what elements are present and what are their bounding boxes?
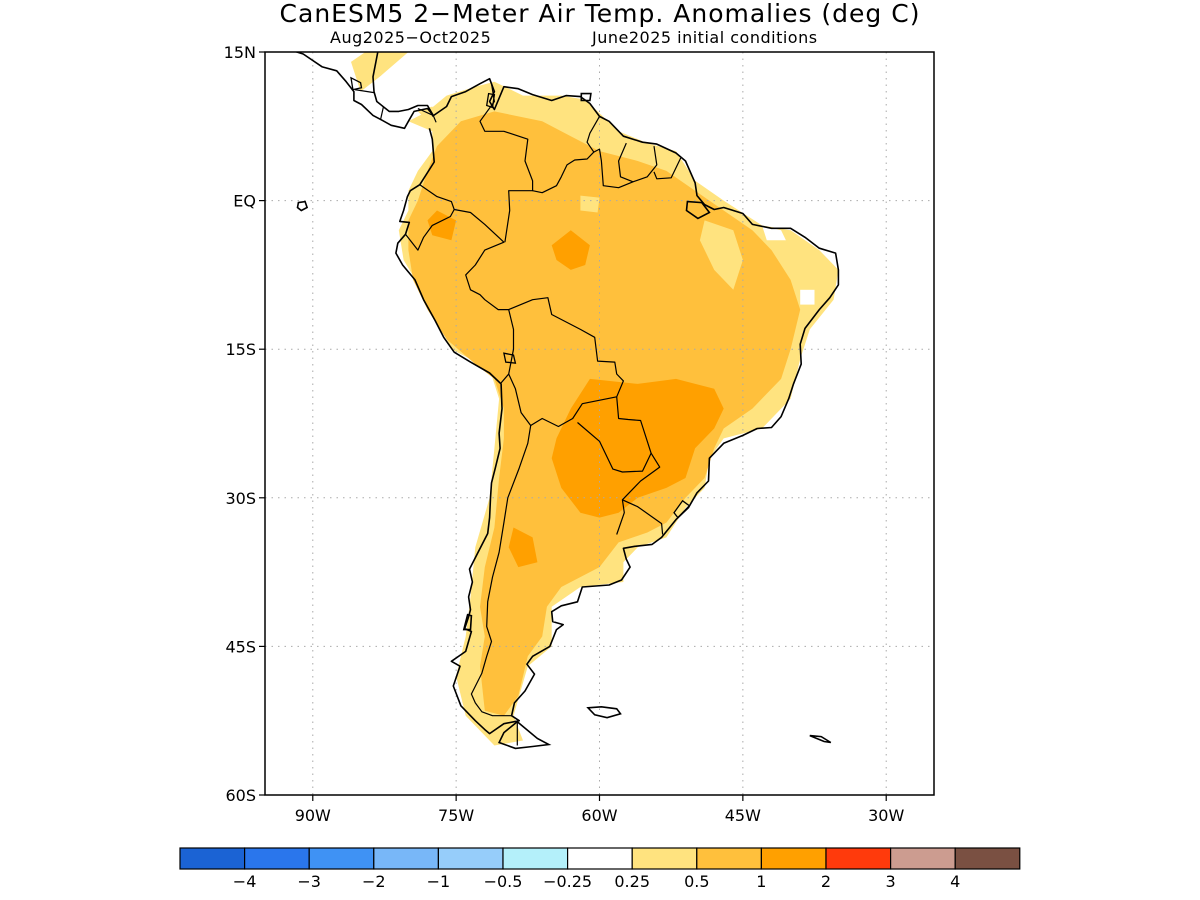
anomaly-region-4: [427, 210, 457, 241]
lat-tick-label: EQ: [233, 192, 256, 211]
country-border: [577, 396, 652, 473]
colorbar-swatch: [502, 847, 569, 870]
colorbar-label: 3: [886, 872, 896, 891]
colorbar-label: −0.25: [543, 872, 592, 891]
colorbar-label: −4: [233, 872, 257, 891]
country-border: [454, 208, 515, 384]
colorbar-label: 1: [756, 872, 766, 891]
lat-tick-label: 30S: [225, 489, 256, 508]
colorbar-swatch: [437, 847, 504, 870]
colorbar-swatch: [308, 847, 375, 870]
gridlines: [265, 52, 934, 795]
island-outline: [586, 705, 622, 719]
lake-outline: [503, 352, 517, 364]
coastline-0: [395, 77, 840, 735]
country-border: [405, 184, 455, 251]
chart-title: CanESM5 2−Meter Air Temp. Anomalies (deg…: [279, 0, 921, 28]
lat-tick-label: 15S: [225, 340, 256, 359]
country-border: [617, 142, 658, 183]
colorbar-swatch: [760, 847, 827, 870]
colorbar-label: −0.5: [484, 872, 523, 891]
lat-tick-label: 15N: [224, 43, 256, 62]
colorbar-label: −2: [362, 872, 386, 891]
country-border: [616, 452, 661, 535]
island-outline: [462, 613, 473, 631]
colorbar-label: 2: [821, 872, 831, 891]
lake-outline: [350, 76, 363, 91]
subtitle-period: Aug2025−Oct2025: [330, 28, 492, 47]
colorbar-swatch: [825, 847, 892, 870]
anomaly-region-8: [351, 52, 409, 92]
lat-tick-label: 60S: [225, 786, 256, 805]
colorbar-swatch: [954, 847, 1021, 870]
island-outline: [497, 720, 552, 750]
colorbar-swatch: [889, 847, 956, 870]
colorbar-swatch: [631, 847, 698, 870]
anomaly-region-7: [699, 220, 743, 290]
country-border: [622, 499, 664, 535]
lon-tick-label: 75W: [438, 806, 474, 825]
colorbar-label: −1: [427, 872, 451, 891]
country-border: [417, 107, 437, 123]
colorbar-label: 0.5: [684, 872, 709, 891]
colorbar-swatch: [373, 847, 439, 870]
country-borders: [354, 83, 682, 746]
colorbar-label: 4: [950, 872, 960, 891]
colorbar-swatch: [696, 847, 762, 870]
country-border: [380, 106, 385, 120]
colorbar-swatch: [244, 847, 310, 870]
colorbar-label: −3: [297, 872, 321, 891]
colorbar-swatch: [566, 847, 633, 870]
anomaly-region-6: [580, 195, 600, 213]
coastline-1: [294, 52, 435, 130]
axis-ticks: 15N EQ 15S 30S 45S 60S 90W 75W 60W 45W 30W: [224, 43, 905, 825]
country-border: [586, 116, 634, 189]
coastlines: [294, 52, 840, 750]
lon-tick-label: 90W: [295, 806, 331, 825]
lon-tick-label: 45W: [725, 806, 761, 825]
country-border: [354, 89, 375, 94]
colorbar-swatch: [179, 847, 246, 870]
anomaly-region-2: [551, 378, 724, 518]
colorbar: −4 −3 −2 −1 −0.5 −0.25 0.25 0.5 1 2 3 4: [179, 847, 1021, 891]
country-border: [470, 425, 532, 717]
anomaly-shading: [351, 52, 839, 746]
anomaly-region-5: [508, 527, 538, 568]
lake-outline: [485, 92, 496, 109]
country-border: [532, 151, 595, 194]
country-border: [479, 83, 534, 243]
subtitle-initial-conditions: June2025 initial conditions: [592, 28, 818, 47]
island-outline: [809, 734, 832, 744]
colorbar-label: 0.25: [614, 872, 650, 891]
anomaly-region-10: [800, 289, 815, 305]
lon-tick-label: 30W: [868, 806, 904, 825]
country-border: [653, 157, 682, 180]
anomaly-region-3: [551, 230, 590, 270]
lon-tick-label: 60W: [581, 806, 617, 825]
island-outline: [580, 92, 592, 102]
lat-tick-label: 45S: [225, 637, 256, 656]
island-outline: [685, 200, 711, 220]
island-outline: [296, 200, 309, 212]
anomaly-region-11: [762, 225, 786, 241]
lake-outline: [673, 499, 691, 519]
